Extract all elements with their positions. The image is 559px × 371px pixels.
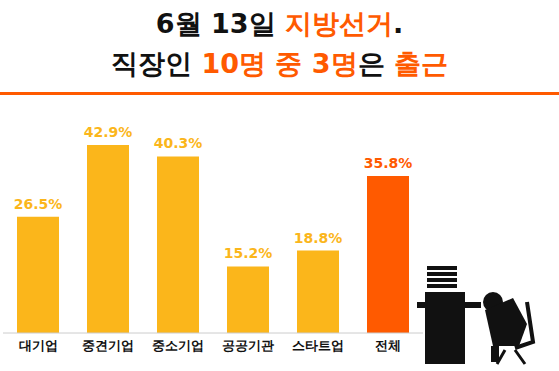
svg-text:40.3%: 40.3% xyxy=(154,135,203,151)
svg-text:35.8%: 35.8% xyxy=(364,155,413,171)
svg-text:공공기관: 공공기관 xyxy=(222,338,274,353)
svg-text:42.9%: 42.9% xyxy=(84,124,133,140)
svg-text:15.2%: 15.2% xyxy=(224,245,273,261)
html-text:직장인10명 중 3명은출근: 직장인10명 중 3명은출근 xyxy=(111,48,448,79)
svg-text:대기업: 대기업 xyxy=(19,338,58,353)
svg-text:중견기업: 중견기업 xyxy=(82,338,134,353)
svg-text:18.8%: 18.8% xyxy=(294,230,343,246)
html-text:6월 13일지방선거.: 6월 13일지방선거. xyxy=(155,8,404,39)
svg-text:전체: 전체 xyxy=(375,338,401,353)
svg-text:스타트업: 스타트업 xyxy=(292,338,344,353)
svg-text:26.5%: 26.5% xyxy=(14,196,63,212)
svg-text:중소기업: 중소기업 xyxy=(152,338,204,353)
